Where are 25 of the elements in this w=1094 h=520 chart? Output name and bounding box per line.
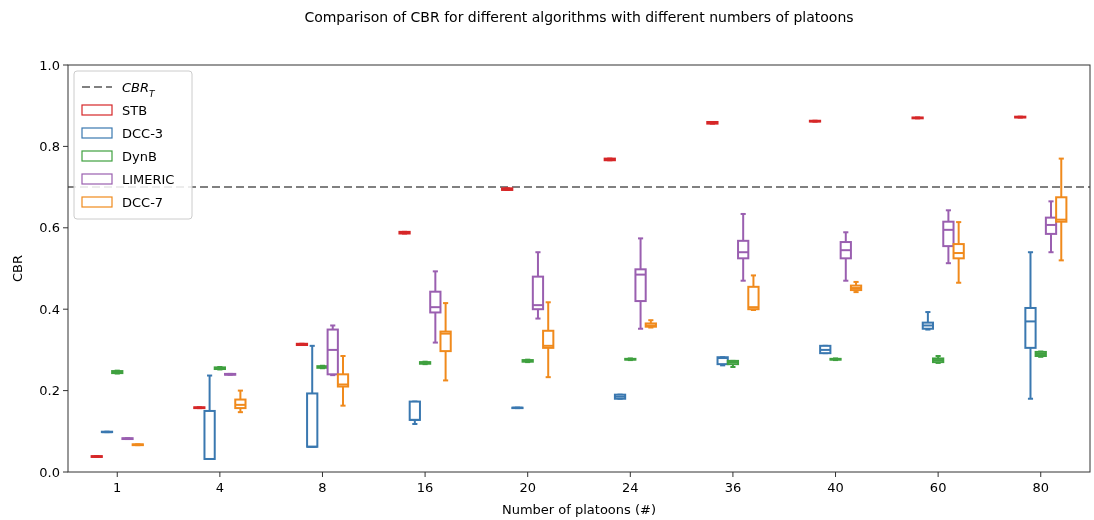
x-tick-label: 24 [622,480,639,495]
legend-label: DCC-7 [122,195,164,210]
y-tick-label: 0.0 [39,464,60,480]
y-tick-label: 0.2 [39,383,60,399]
y-axis-title: CBR [10,254,25,283]
x-tick-label: 4 [215,480,224,495]
x-tick-label: 80 [1032,480,1050,495]
legend-label: DCC-3 [122,126,164,141]
y-tick-label: 0.4 [39,301,60,317]
chart-title: Comparison of CBR for different algorithms with different numbers of platoons [304,9,854,25]
legend-label: CBR$_{T}$ [122,80,157,99]
legend-label: LIMERIC [122,172,175,187]
y-tick-label: 0.6 [39,220,60,236]
x-tick-label: 16 [416,480,434,495]
x-tick-label: 8 [318,480,327,495]
y-tick-label: 0.8 [39,138,60,154]
x-tick-label: 60 [929,480,947,495]
legend-label: DynB [122,149,157,164]
x-tick-label: 40 [827,480,844,495]
y-tick-label: 1.0 [39,57,60,73]
x-axis-title: Number of platoons (#) [501,502,657,517]
x-tick-label: 1 [113,480,122,495]
x-tick-label: 20 [519,480,536,495]
legend-label: STB [122,103,148,118]
x-tick-label: 36 [724,480,742,495]
